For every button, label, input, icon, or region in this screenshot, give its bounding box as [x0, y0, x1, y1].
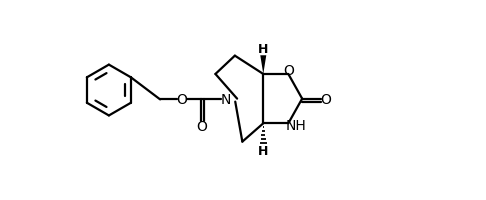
Text: O: O	[283, 64, 294, 78]
Text: H: H	[258, 43, 268, 56]
Text: N: N	[221, 93, 231, 107]
Text: NH: NH	[285, 119, 306, 133]
Text: O: O	[320, 92, 331, 106]
Polygon shape	[260, 56, 266, 75]
Text: O: O	[176, 93, 187, 107]
Text: H: H	[258, 145, 268, 158]
Text: O: O	[196, 120, 207, 134]
